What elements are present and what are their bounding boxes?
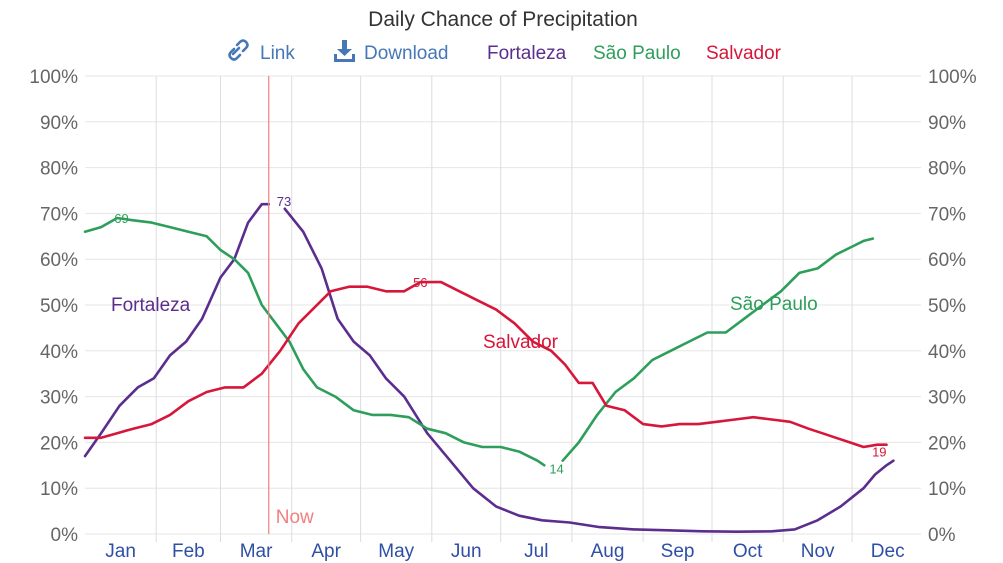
sao-paulo-min-label: 14 xyxy=(549,461,563,476)
legend-salvador[interactable]: Salvador xyxy=(706,43,782,64)
y-tick-label-left: 0% xyxy=(51,525,79,546)
y-tick-label-right: 30% xyxy=(928,388,966,409)
x-axis: Jan Feb Mar Apr May Jun Jul Aug Sep Oct Nov Dec xyxy=(105,541,904,562)
x-tick-label: Jan xyxy=(105,541,136,562)
y-tick-label-right: 20% xyxy=(928,433,966,454)
now-label: Now xyxy=(276,507,314,528)
y-tick-label-left: 10% xyxy=(40,479,78,500)
legend-fortaleza[interactable]: Fortaleza xyxy=(487,43,567,64)
sao-paulo-inline-label: São Paulo xyxy=(730,294,818,315)
series-line-s-o-paulo xyxy=(83,216,546,467)
link-label: Link xyxy=(260,43,295,64)
y-tick-label-left: 70% xyxy=(40,204,78,225)
y-tick-label-right: 70% xyxy=(928,204,966,225)
salvador-inline-label: Salvador xyxy=(483,332,559,353)
y-tick-label-left: 80% xyxy=(40,159,78,180)
x-tick-label: Jun xyxy=(451,541,482,562)
y-tick-label-left: 50% xyxy=(40,296,78,317)
download-label: Download xyxy=(364,43,449,64)
series-lines xyxy=(83,202,895,533)
y-tick-label-left: 40% xyxy=(40,342,78,363)
y-tick-label-right: 100% xyxy=(928,67,977,88)
x-tick-label: Mar xyxy=(240,541,273,562)
series-labels: 73 69 14 56 19 Fortaleza São Paulo Salvador xyxy=(111,194,887,476)
grid xyxy=(85,75,921,542)
series-line-s-o-paulo xyxy=(561,237,875,462)
y-tick-label-right: 60% xyxy=(928,250,966,271)
legend-sao-paulo[interactable]: São Paulo xyxy=(593,43,681,64)
salvador-min-label: 19 xyxy=(872,445,886,460)
x-tick-label: Aug xyxy=(591,541,625,562)
x-tick-label: Oct xyxy=(733,541,763,562)
salvador-peak-label: 56 xyxy=(413,275,427,290)
sao-paulo-max-label: 69 xyxy=(114,211,128,226)
x-tick-label: Sep xyxy=(661,541,695,562)
legend: Link Download Fortaleza São Paulo Salvad… xyxy=(228,39,782,65)
chart-title: Daily Chance of Precipitation xyxy=(368,8,638,31)
fortaleza-inline-label: Fortaleza xyxy=(111,295,191,316)
x-tick-label: Nov xyxy=(801,541,835,562)
x-tick-label: May xyxy=(378,541,414,562)
y-tick-label-right: 0% xyxy=(928,525,956,546)
y-tick-label-left: 100% xyxy=(29,67,78,88)
y-tick-label-right: 50% xyxy=(928,296,966,317)
y-tick-label-right: 10% xyxy=(928,479,966,500)
x-tick-label: Apr xyxy=(311,541,341,562)
y-tick-label-left: 90% xyxy=(40,113,78,134)
fortaleza-peak-label: 73 xyxy=(277,194,291,209)
x-tick-label: Feb xyxy=(172,541,205,562)
y-tick-label-left: 60% xyxy=(40,250,78,271)
link-icon xyxy=(228,39,249,61)
y-tick-label-left: 20% xyxy=(40,433,78,454)
series-line-fortaleza xyxy=(283,207,895,533)
y-tick-label-right: 40% xyxy=(928,342,966,363)
y-axis-right: 0% 10% 20% 30% 40% 50% 60% 70% 80% 90% 100% xyxy=(928,67,977,546)
x-tick-label: Jul xyxy=(524,541,548,562)
download-button[interactable]: Download xyxy=(334,40,449,64)
x-tick-label: Dec xyxy=(871,541,905,562)
y-tick-label-right: 80% xyxy=(928,159,966,180)
series-line-fortaleza xyxy=(83,202,270,458)
y-axis-left: 0% 10% 20% 30% 40% 50% 60% 70% 80% 90% 100% xyxy=(29,67,78,546)
link-button[interactable]: Link xyxy=(228,39,296,65)
now-marker: Now xyxy=(268,76,314,534)
y-tick-label-right: 90% xyxy=(928,113,966,134)
series-line-salvador xyxy=(83,280,888,449)
y-tick-label-left: 30% xyxy=(40,388,78,409)
download-icon xyxy=(334,40,355,62)
